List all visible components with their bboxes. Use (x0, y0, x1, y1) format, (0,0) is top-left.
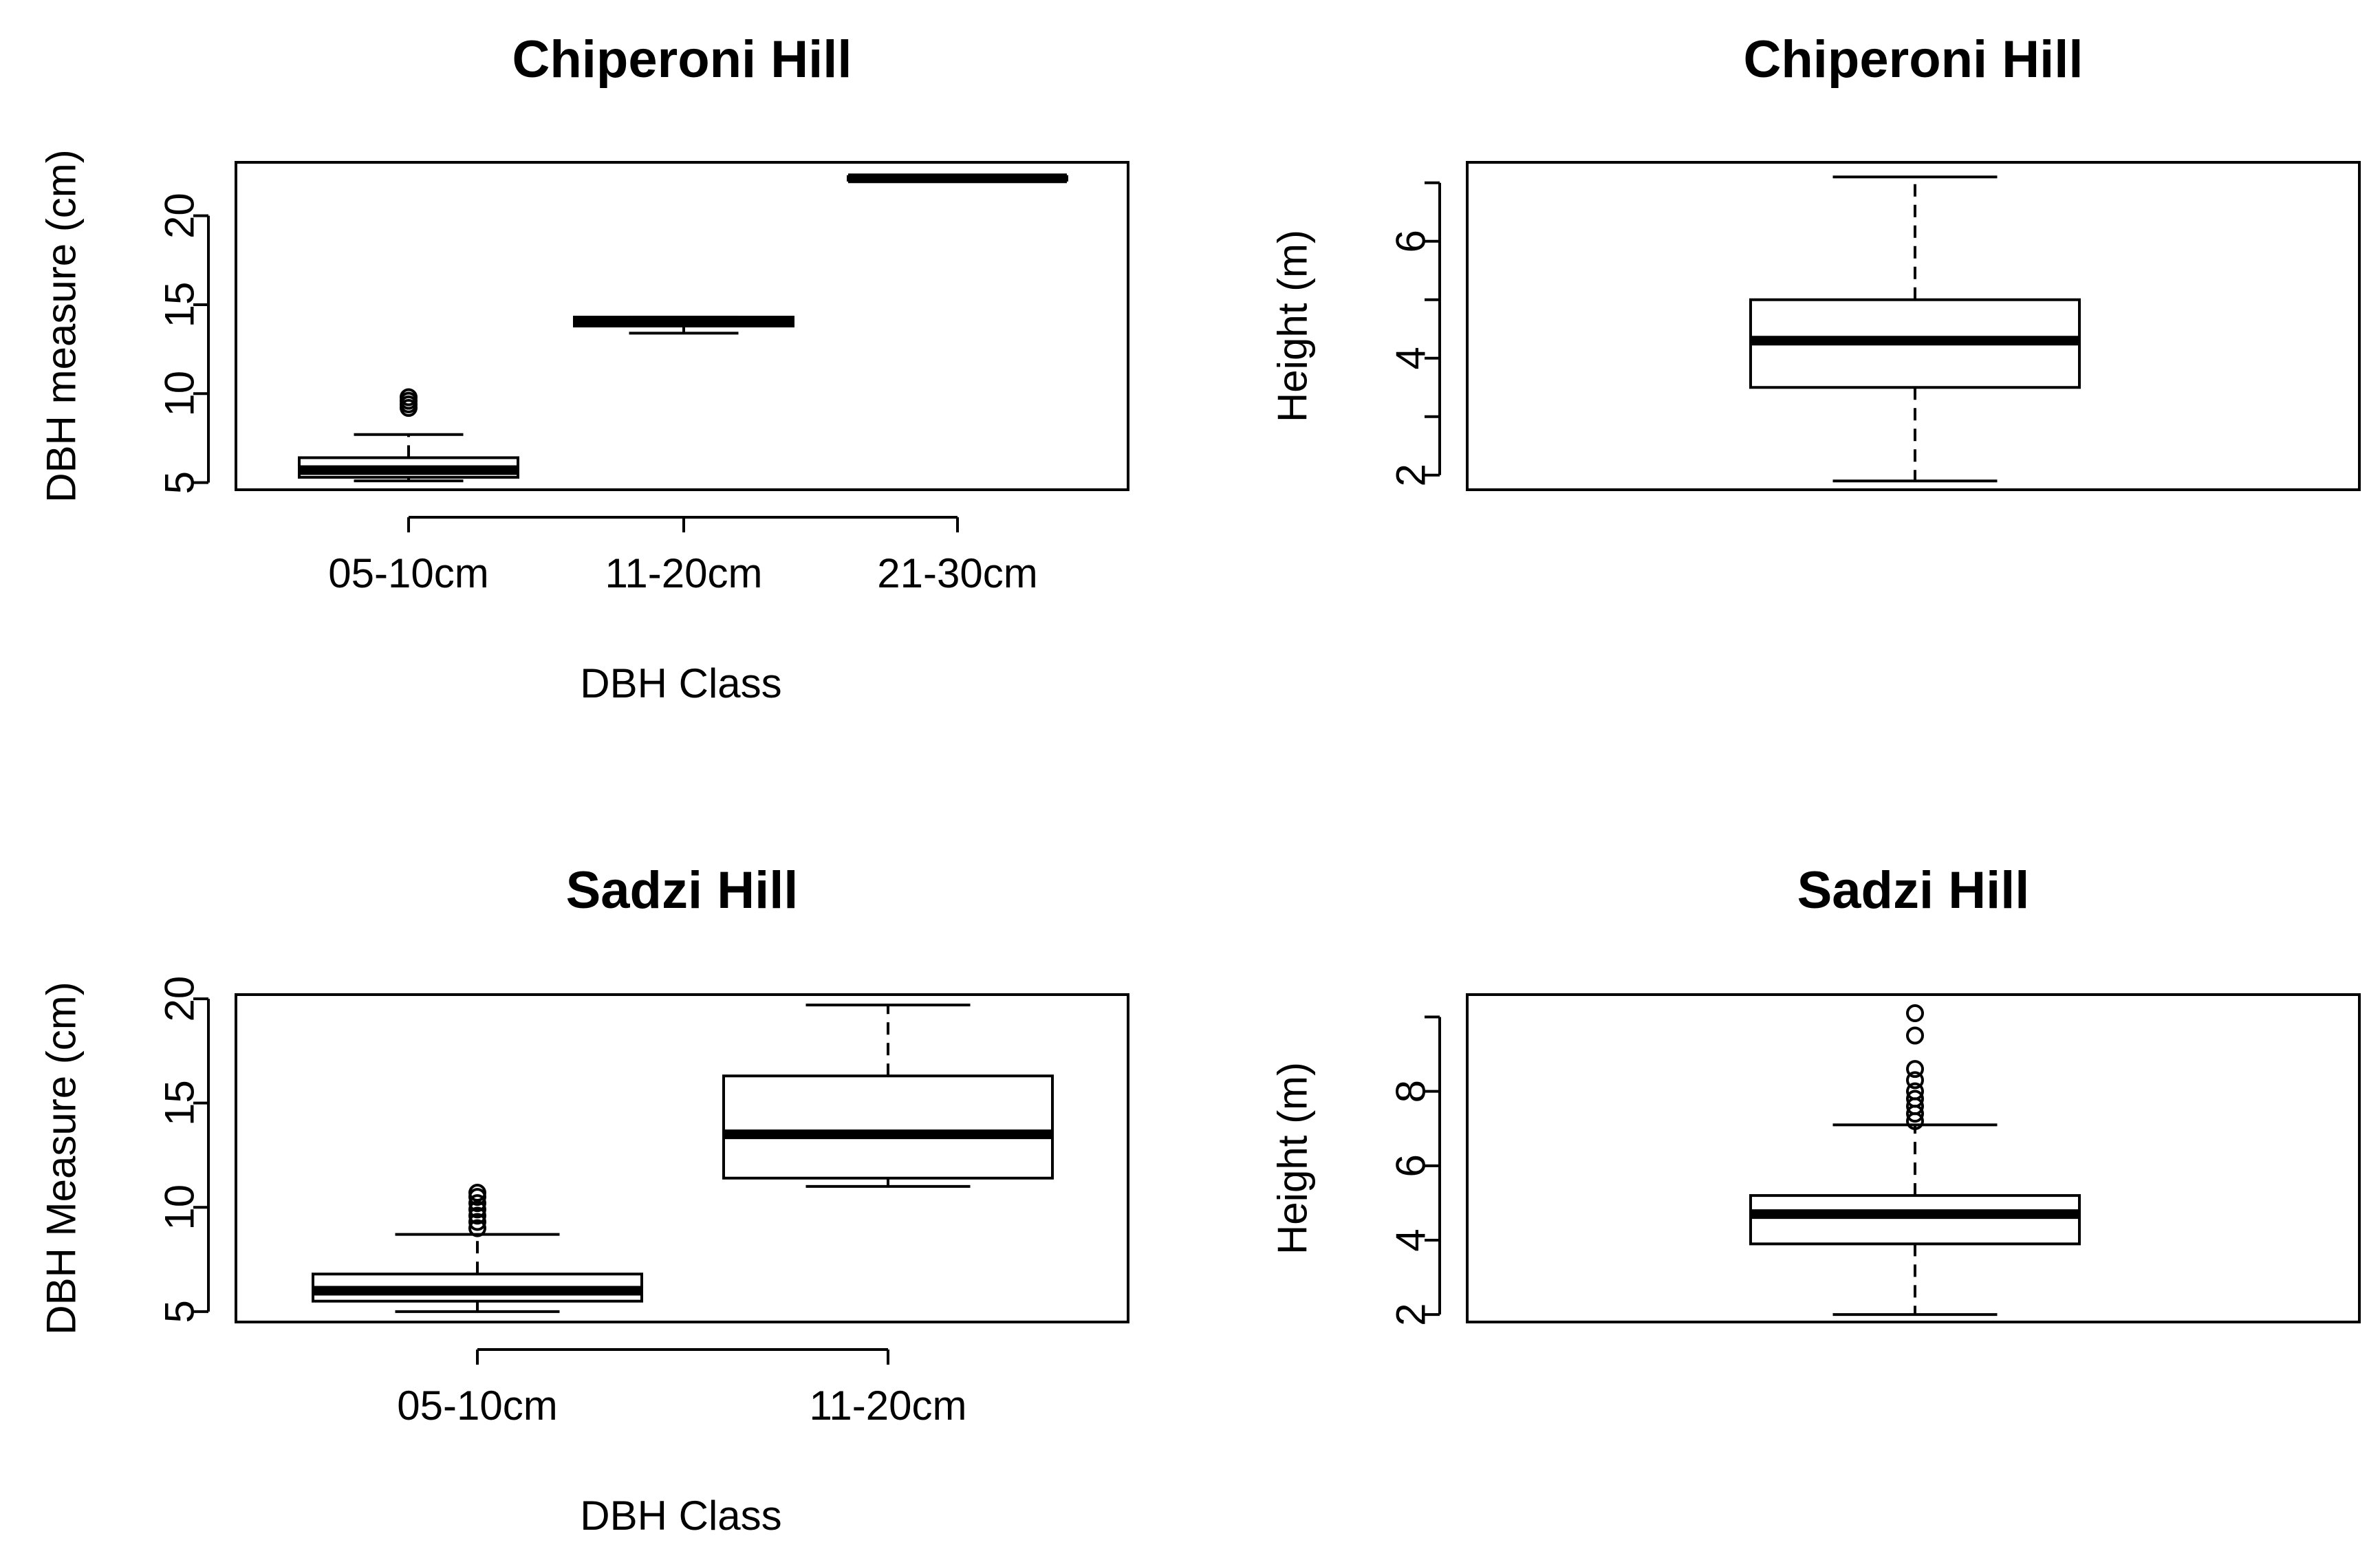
outlier-point (1906, 1026, 1924, 1045)
chart-title: Sadzi Hill (566, 861, 799, 920)
y-axis-label: Height (m) (1270, 1062, 1316, 1255)
y-tick-label: 5 (157, 471, 203, 494)
box-1: 05-10cm (298, 388, 519, 596)
y-tick-label: 6 (1388, 230, 1434, 252)
y-tick-label: 8 (1388, 1080, 1434, 1103)
outlier-point (1906, 1004, 1924, 1023)
x-tick-label: 21-30cm (877, 550, 1037, 596)
box-1: 05-10cm (312, 1184, 643, 1429)
plot-frame (235, 993, 1129, 1323)
outlier-point (1906, 1090, 1924, 1108)
box-1 (1749, 1004, 2081, 1317)
x-axis-label: DBH Class (580, 1493, 781, 1539)
box-2: 11-20cm (573, 316, 794, 596)
box-3: 21-30cm (847, 173, 1068, 596)
outlier-point (1906, 1082, 1924, 1101)
y-axis-label: Height (m) (1270, 230, 1316, 422)
outlier-point (400, 388, 418, 407)
box-2: 11-20cm (722, 1004, 1054, 1429)
x-tick-label: 11-20cm (605, 550, 763, 596)
outlier-point (1906, 1060, 1924, 1079)
outlier-point (468, 1213, 486, 1231)
y-tick-label: 4 (1388, 1228, 1434, 1251)
outlier-point (468, 1219, 486, 1237)
plot-frame (1466, 993, 2361, 1323)
panel-2: Chiperoni Hill 2 4 6 Height (m) (1270, 30, 2361, 491)
y-axis-label: DBH Measure (cm) (39, 982, 85, 1334)
chart-title: Chiperoni Hill (1744, 30, 2084, 89)
x-tick-label: 05-10cm (397, 1383, 557, 1429)
y-tick-label: 15 (157, 282, 203, 328)
chart-title: Chiperoni Hill (512, 30, 852, 89)
y-tick-label: 5 (157, 1300, 203, 1323)
outlier-point (468, 1206, 486, 1225)
y-tick-label: 20 (157, 976, 203, 1022)
outlier-point (468, 1200, 486, 1219)
y-tick-label: 10 (157, 1184, 203, 1231)
y-tick-label: 15 (157, 1080, 203, 1126)
box-1 (1749, 175, 2081, 483)
iqr-box (722, 1074, 1054, 1180)
x-tick-label: 11-20cm (810, 1383, 967, 1429)
y-tick-label: 2 (1388, 464, 1434, 486)
y-tick-label: 10 (157, 371, 203, 417)
x-tick-label: 05-10cm (328, 550, 488, 596)
panel-1: Chiperoni Hill 5 10 15 20 DBH measure (cm) 05-… (39, 30, 1129, 706)
y-tick-label: 2 (1388, 1303, 1434, 1325)
iqr-box (1749, 1194, 2081, 1246)
y-tick-label: 4 (1388, 347, 1434, 369)
panel-4: Sadzi Hill 2 4 6 8 Height (m) (1270, 861, 2361, 1326)
y-tick-label: 6 (1388, 1154, 1434, 1177)
outlier-point (468, 1194, 486, 1213)
outlier-point (1906, 1071, 1924, 1090)
panel-3: Sadzi Hill 5 10 15 20 DBH Measure (cm) 05-10cm… (39, 861, 1129, 1539)
outlier-point (468, 1184, 486, 1202)
x-axis-label: DBH Class (580, 660, 781, 706)
y-tick-label: 20 (157, 193, 203, 239)
plot-frame (1466, 161, 2361, 491)
plot-frame (235, 161, 1129, 491)
chart-title: Sadzi Hill (1797, 861, 2030, 920)
y-axis-label: DBH measure (cm) (39, 149, 85, 502)
